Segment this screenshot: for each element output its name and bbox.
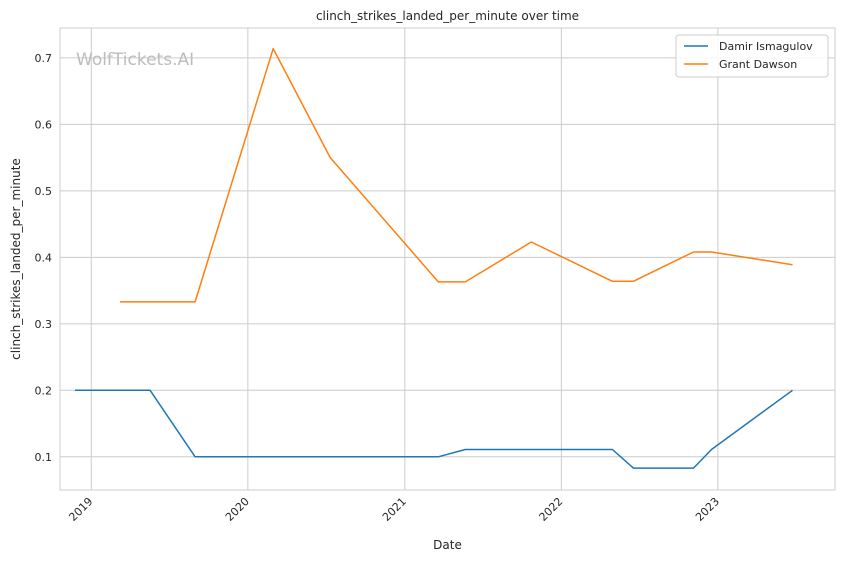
y-tick-label: 0.3	[35, 318, 53, 331]
x-tick-label: 2023	[693, 495, 722, 524]
y-tick-label: 0.1	[35, 451, 53, 464]
y-tick-label: 0.6	[35, 118, 53, 131]
plot-frame	[59, 27, 836, 491]
legend-label: Grant Dawson	[719, 58, 797, 71]
y-axis-label: clinch_strikes_landed_per_minute	[9, 158, 23, 360]
legend-label: Damir Ismagulov	[719, 40, 813, 53]
watermark: WolfTickets.AI	[76, 50, 194, 70]
series-lines	[75, 47, 793, 469]
y-tick-label: 0.5	[35, 185, 53, 198]
y-tick-label: 0.4	[35, 251, 53, 264]
grid-lines	[60, 28, 835, 490]
legend: Damir Ismagulov Grant Dawson	[675, 34, 829, 78]
chart-title: clinch_strikes_landed_per_minute over ti…	[316, 9, 579, 23]
x-tick-label: 2019	[66, 495, 95, 524]
x-tick-label: 2020	[223, 495, 252, 524]
y-tick-label: 0.2	[35, 384, 53, 397]
x-axis-label: Date	[433, 538, 462, 552]
series-line-grant-dawson	[120, 47, 793, 303]
y-tick-label: 0.7	[35, 52, 53, 65]
x-tick-label: 2022	[536, 495, 565, 524]
axis-ticks: 0.1 0.2 0.3 0.4 0.5 0.6 0.7 2019 2020 2021 2022 202…	[35, 52, 723, 524]
legend-box	[675, 34, 829, 78]
series-line-damir-ismagulov	[75, 389, 793, 469]
x-tick-label: 2021	[380, 495, 409, 524]
